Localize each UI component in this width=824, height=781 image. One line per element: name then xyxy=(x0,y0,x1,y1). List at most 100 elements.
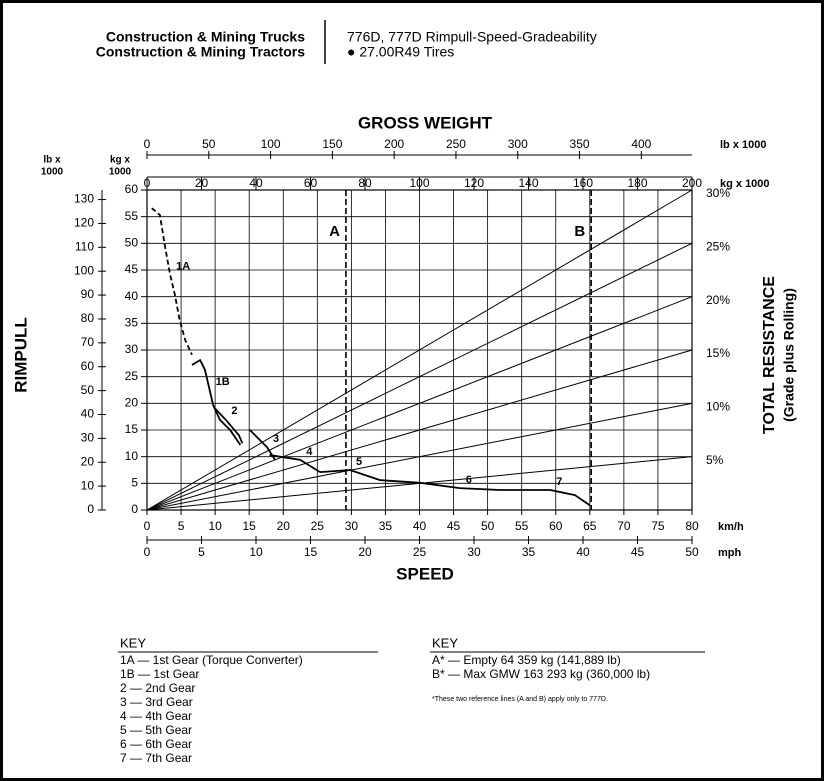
resistance-line xyxy=(146,402,693,511)
y3-tick-label: 20 xyxy=(81,454,95,468)
key-item: 5 — 5th Gear xyxy=(120,723,192,737)
resistance-label: 30% xyxy=(706,186,730,200)
top2-unit: lb x 1000 xyxy=(720,139,766,151)
top-axis-title: GROSS WEIGHT xyxy=(358,113,493,132)
gear-curve xyxy=(319,469,421,484)
gear-label: 4 xyxy=(306,446,313,458)
key-item: 6 — 6th Gear xyxy=(120,737,192,751)
x2-tick-label: 40 xyxy=(576,545,590,559)
x-tick-label: 25 xyxy=(311,519,325,533)
header-right: ● 27.00R49 Tires xyxy=(347,44,454,60)
y-tick-label: 50 xyxy=(125,236,139,250)
x2-tick-label: 5 xyxy=(198,545,205,559)
x-tick-label: 15 xyxy=(243,519,257,533)
gear-label: 7 xyxy=(556,476,562,488)
y-tick-label: 10 xyxy=(125,449,139,463)
y3-tick-label: 40 xyxy=(81,407,95,421)
y-tick-label: 5 xyxy=(131,476,138,490)
resistance-line xyxy=(146,296,693,511)
y3-unit: 1000 xyxy=(41,167,64,178)
resistance-label: 5% xyxy=(706,453,724,467)
gear-curve xyxy=(269,454,321,473)
top2-tick-label: 300 xyxy=(508,137,528,151)
top2-tick-label: 150 xyxy=(322,137,342,151)
gear-curve xyxy=(191,358,242,446)
resistance-label: 15% xyxy=(706,346,730,360)
x-tick-label: 20 xyxy=(277,519,291,533)
resistance-label: 25% xyxy=(706,240,730,254)
key-item: A* — Empty 64 359 kg (141,889 lb) xyxy=(432,653,621,667)
y3-tick-label: 130 xyxy=(74,192,94,206)
key-item: 3 — 3rd Gear xyxy=(120,695,193,709)
y-tick-label: 35 xyxy=(125,316,139,330)
top-tick-label: 160 xyxy=(573,176,593,190)
x-tick-label: 65 xyxy=(583,519,597,533)
top2-tick-label: 400 xyxy=(631,137,651,151)
y-tick-label: 40 xyxy=(125,289,139,303)
key-note: *These two reference lines (A and B) app… xyxy=(432,696,608,703)
y-axis-title: RIMPULL xyxy=(11,317,30,393)
x-unit: km/h xyxy=(718,521,744,533)
gear-curve xyxy=(499,489,591,506)
x2-tick-label: 10 xyxy=(249,545,263,559)
y-tick-label: 20 xyxy=(125,396,139,410)
y-unit: kg x xyxy=(110,155,130,166)
header-right: 776D, 777D Rimpull-Speed-Gradeability xyxy=(347,29,597,45)
x-tick-label: 80 xyxy=(685,519,699,533)
gear-label: 3 xyxy=(273,433,279,445)
x-tick-label: 10 xyxy=(208,519,222,533)
top-tick-label: 180 xyxy=(627,176,647,190)
gear-curve xyxy=(151,207,193,356)
y-unit: 1000 xyxy=(109,167,132,178)
top-tick-label: 100 xyxy=(409,176,429,190)
top-unit: kg x 1000 xyxy=(720,178,770,190)
reference-label: B xyxy=(574,223,585,240)
y-tick-label: 55 xyxy=(125,209,139,223)
x-axis-title: SPEED xyxy=(396,564,454,583)
y3-tick-label: 100 xyxy=(74,263,94,277)
y-tick-label: 45 xyxy=(125,262,139,276)
y-tick-label: 25 xyxy=(125,369,139,383)
y3-tick-label: 90 xyxy=(81,287,95,301)
x2-tick-label: 20 xyxy=(358,545,372,559)
x-tick-label: 5 xyxy=(178,519,185,533)
x-tick-label: 0 xyxy=(144,519,151,533)
x-tick-label: 30 xyxy=(345,519,359,533)
x2-tick-label: 25 xyxy=(413,545,427,559)
top-tick-label: 40 xyxy=(249,176,263,190)
y3-tick-label: 110 xyxy=(75,239,94,253)
top-tick-label: 80 xyxy=(358,176,372,190)
x2-tick-label: 0 xyxy=(144,545,151,559)
y3-tick-label: 70 xyxy=(81,335,95,349)
top2-tick-label: 200 xyxy=(384,137,404,151)
top2-tick-label: 0 xyxy=(144,137,151,151)
y-tick-label: 60 xyxy=(125,182,139,196)
top-tick-label: 200 xyxy=(682,176,702,190)
gear-curve xyxy=(214,408,244,444)
key-item: 4 — 4th Gear xyxy=(120,709,192,723)
key-item: 1B — 1st Gear xyxy=(120,667,199,681)
top2-tick-label: 250 xyxy=(446,137,466,151)
top-tick-label: 0 xyxy=(144,176,151,190)
y-tick-label: 30 xyxy=(125,342,139,356)
key-item: 7 — 7th Gear xyxy=(120,751,192,765)
x2-tick-label: 45 xyxy=(631,545,645,559)
resistance-label: 10% xyxy=(706,400,730,414)
resistance-line xyxy=(146,349,693,511)
x2-unit: mph xyxy=(718,547,742,559)
gear-label: 1B xyxy=(216,376,230,388)
y3-tick-label: 10 xyxy=(81,478,95,492)
top2-tick-label: 100 xyxy=(261,137,281,151)
gear-label: 6 xyxy=(466,474,472,486)
y2-axis-title: TOTAL RESISTANCE xyxy=(761,276,778,434)
y3-tick-label: 0 xyxy=(87,502,94,516)
key-item: 2 — 2nd Gear xyxy=(120,681,195,695)
top-tick-label: 60 xyxy=(304,176,318,190)
y-tick-label: 15 xyxy=(125,422,139,436)
reference-label: A xyxy=(329,223,340,240)
y3-tick-label: 60 xyxy=(81,359,95,373)
key-title: KEY xyxy=(432,635,458,650)
x-tick-label: 40 xyxy=(413,519,427,533)
